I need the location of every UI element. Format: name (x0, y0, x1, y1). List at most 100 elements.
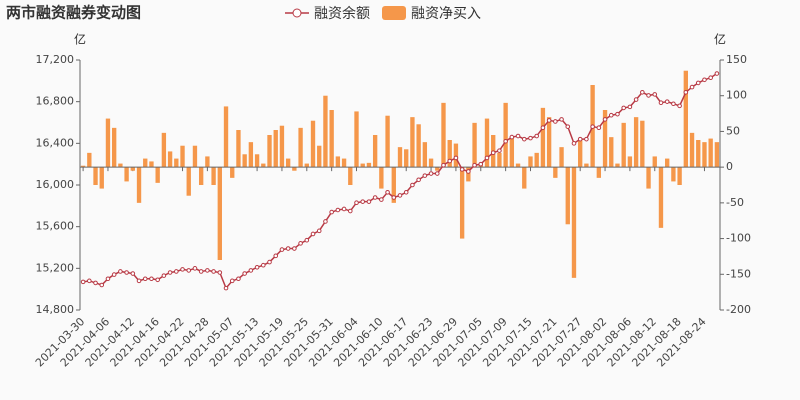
line-point (528, 135, 533, 141)
line-point (689, 84, 695, 90)
line-point (192, 266, 198, 271)
line-point (434, 171, 440, 176)
bar (261, 163, 266, 168)
line-point (198, 269, 204, 274)
bar (484, 118, 490, 168)
line-point (248, 268, 254, 273)
y2-tick-label: -50 (726, 196, 744, 209)
line-point (285, 246, 291, 251)
legend-label: 融资余额 (314, 5, 370, 22)
legend-label: 融资净买入 (411, 6, 481, 22)
bar (428, 158, 434, 168)
line-point (503, 138, 508, 144)
bar (279, 125, 285, 168)
bar (124, 167, 129, 182)
line-point (397, 193, 403, 198)
line-point (515, 133, 521, 139)
bar (627, 156, 633, 168)
bar (205, 156, 210, 168)
bar (665, 158, 670, 168)
line-point (149, 276, 154, 282)
bar (391, 167, 396, 203)
line-point (105, 276, 111, 282)
line-point (161, 273, 167, 278)
line-point (410, 182, 415, 188)
bar (292, 167, 297, 171)
bar (397, 147, 403, 168)
line-point (695, 80, 701, 86)
line-point (93, 280, 98, 286)
bar (671, 167, 676, 182)
line-point (136, 278, 142, 284)
bar (466, 167, 471, 182)
line-point (298, 241, 303, 246)
y-tick-label: 17,200 (36, 53, 75, 66)
line-point (708, 75, 713, 81)
bar (621, 122, 626, 168)
bar (99, 167, 104, 189)
bar (602, 110, 608, 168)
line-point (584, 136, 589, 142)
line-point (664, 99, 670, 104)
line-point (521, 136, 527, 142)
bar (217, 167, 222, 260)
line-point (640, 89, 645, 95)
line-point (379, 197, 384, 202)
line-point (702, 77, 707, 83)
line-point (478, 161, 484, 167)
line-point (615, 111, 620, 117)
line-point (466, 169, 471, 174)
bar (298, 127, 303, 168)
line-point (329, 209, 334, 215)
line-point (671, 101, 676, 107)
line-point (323, 219, 328, 224)
line-point (428, 171, 434, 176)
bar (285, 158, 291, 168)
bar (410, 117, 415, 168)
line-point (459, 167, 465, 172)
bar (143, 158, 148, 168)
line-point (87, 278, 92, 284)
line-point (646, 93, 651, 98)
line-point (155, 277, 160, 283)
bar (609, 137, 614, 168)
line-point (540, 125, 546, 131)
bar (366, 162, 372, 168)
bar (167, 151, 173, 168)
bar (416, 124, 421, 168)
line-point (577, 136, 583, 142)
line-point (472, 162, 477, 168)
line-point (677, 103, 682, 109)
bar (174, 158, 179, 168)
bar (578, 140, 583, 168)
bar (540, 107, 546, 168)
line-point (590, 124, 595, 129)
line-point (205, 268, 210, 273)
line-point (174, 269, 179, 274)
y2-tick-label: 150 (726, 53, 747, 66)
bar (242, 154, 247, 168)
y2-tick-label: -150 (726, 267, 751, 280)
line-point (142, 276, 148, 282)
bar (559, 147, 564, 168)
bar (310, 120, 316, 168)
bar (546, 117, 552, 168)
bar (379, 167, 384, 189)
bar (87, 152, 92, 168)
y-tick-label: 16,000 (36, 178, 75, 191)
bar (459, 167, 465, 239)
bar (404, 149, 409, 168)
line-point (571, 141, 577, 146)
line (82, 72, 718, 290)
bar (472, 122, 477, 168)
line-point (254, 264, 260, 270)
line-point (490, 150, 496, 156)
line-point (236, 276, 241, 282)
line-point (111, 272, 117, 277)
line-point (130, 271, 136, 276)
line-point (391, 195, 397, 200)
y-tick-label: 16,800 (36, 95, 75, 108)
line-point (347, 208, 353, 214)
line-point (124, 270, 129, 275)
